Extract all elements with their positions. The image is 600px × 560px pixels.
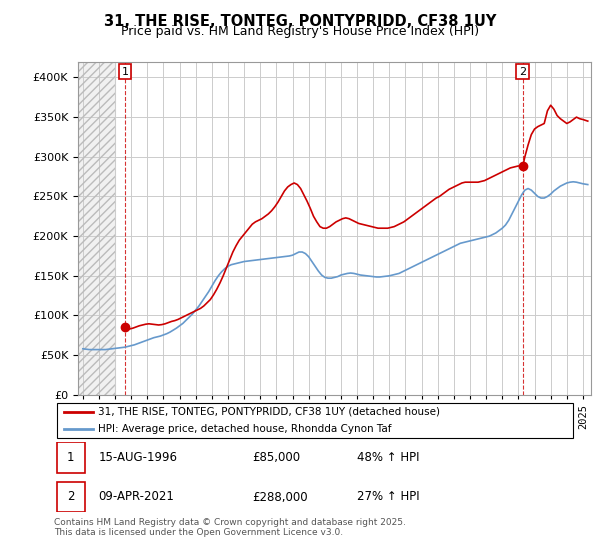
FancyBboxPatch shape bbox=[56, 482, 85, 512]
Text: £85,000: £85,000 bbox=[253, 451, 301, 464]
Text: HPI: Average price, detached house, Rhondda Cynon Taf: HPI: Average price, detached house, Rhon… bbox=[98, 424, 392, 435]
Text: 27% ↑ HPI: 27% ↑ HPI bbox=[357, 491, 419, 503]
Text: 2: 2 bbox=[67, 491, 74, 503]
Text: £288,000: £288,000 bbox=[253, 491, 308, 503]
Text: 1: 1 bbox=[122, 67, 128, 77]
FancyBboxPatch shape bbox=[56, 442, 85, 473]
Text: 09-APR-2021: 09-APR-2021 bbox=[98, 491, 174, 503]
Text: 1: 1 bbox=[67, 451, 74, 464]
Text: 31, THE RISE, TONTEG, PONTYPRIDD, CF38 1UY: 31, THE RISE, TONTEG, PONTYPRIDD, CF38 1… bbox=[104, 14, 496, 29]
Bar bbox=[78, 62, 115, 395]
FancyBboxPatch shape bbox=[56, 403, 574, 438]
Text: 31, THE RISE, TONTEG, PONTYPRIDD, CF38 1UY (detached house): 31, THE RISE, TONTEG, PONTYPRIDD, CF38 1… bbox=[98, 407, 440, 417]
Text: Contains HM Land Registry data © Crown copyright and database right 2025.
This d: Contains HM Land Registry data © Crown c… bbox=[54, 518, 406, 538]
Text: 2: 2 bbox=[519, 67, 526, 77]
Text: 48% ↑ HPI: 48% ↑ HPI bbox=[357, 451, 419, 464]
Text: 15-AUG-1996: 15-AUG-1996 bbox=[98, 451, 178, 464]
Bar bbox=[78, 62, 115, 395]
Text: Price paid vs. HM Land Registry's House Price Index (HPI): Price paid vs. HM Land Registry's House … bbox=[121, 25, 479, 38]
